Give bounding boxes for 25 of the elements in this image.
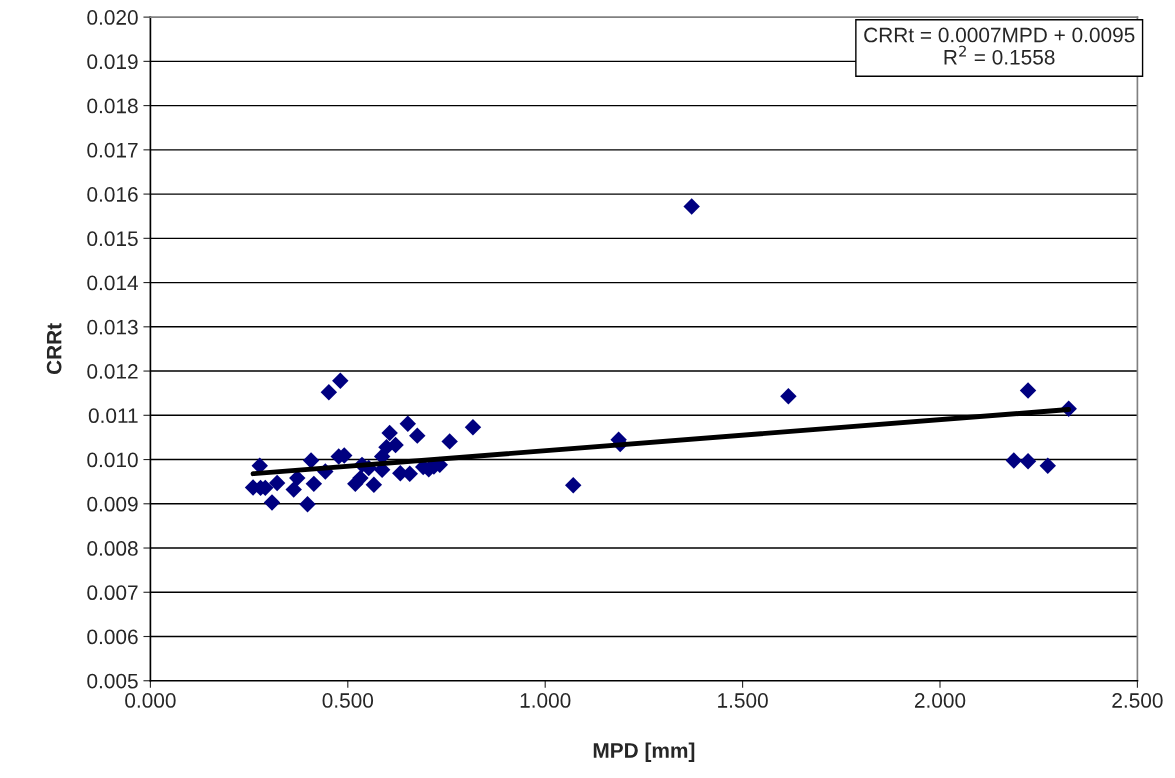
x-axis-title: MPD [mm]	[593, 742, 695, 762]
y-tick-label: 0.005	[87, 673, 138, 689]
y-tick-label: 0.016	[87, 187, 138, 202]
annotation: CRRt = 0.0007MPD + 0.0095 R$^{2}$ = 0.1558	[864, 27, 1135, 65]
y-tick-label: 0.012	[87, 364, 138, 379]
x-tick-label: 2.000	[914, 693, 966, 708]
x-tick-label: 2.500	[1112, 693, 1163, 708]
x-tick-label: 1.500	[718, 693, 768, 708]
y-tick-label: 0.018	[87, 98, 138, 114]
y-tick-label: 0.019	[87, 54, 138, 70]
x-tick-label: 0.500	[322, 693, 374, 708]
y-tick-label: 0.010	[87, 452, 138, 468]
y-tick-label: 0.009	[87, 496, 138, 512]
y-tick-label: 0.017	[87, 142, 138, 158]
y-tick-label: 0.013	[87, 319, 138, 335]
y-tick-label: 0.014	[87, 275, 138, 291]
y-tick-label: 0.011	[88, 408, 138, 424]
y-axis-title: CRRt	[46, 323, 62, 375]
y-tick-label: 0.020	[87, 10, 138, 25]
y-tick-label: 0.008	[87, 541, 138, 556]
y-tick-label: 0.007	[87, 585, 138, 601]
y-tick-label: 0.006	[87, 629, 138, 645]
y-tick-label: 0.015	[87, 231, 138, 247]
x-tick-label: 0.000	[125, 693, 176, 708]
x-tick-label: 1.000	[520, 693, 571, 708]
